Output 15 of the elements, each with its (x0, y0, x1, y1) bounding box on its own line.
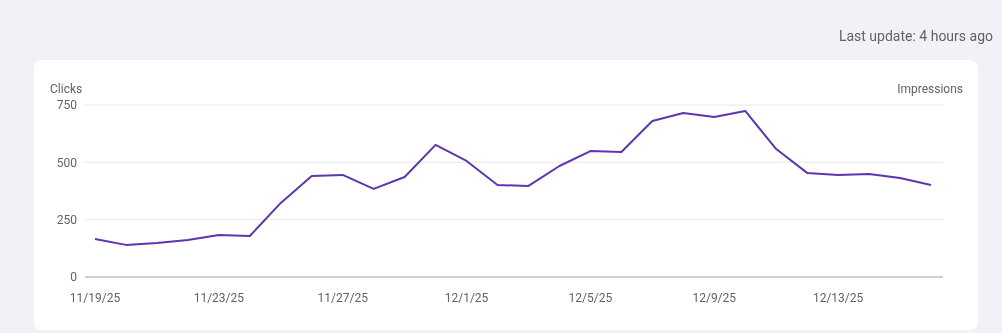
y-tick-label: 750 (56, 98, 78, 113)
y2-axis-title: Impressions (897, 82, 963, 96)
y-tick-label: 0 (70, 270, 78, 285)
text: Last update: 4 hours ago (838, 28, 993, 44)
x-tick-label: 11/23/25 (193, 291, 245, 305)
x-tick-label: 12/5/25 (568, 291, 613, 305)
y-axis-title: Clicks (50, 82, 83, 96)
x-tick-label: 12/9/25 (692, 291, 737, 305)
line-series (94, 109, 932, 246)
x-tick-label: 12/1/25 (444, 291, 489, 305)
y-tick-label: 500 (56, 155, 78, 170)
x-tick-label: 12/13/25 (812, 291, 864, 305)
x-tick-label: 11/19/25 (69, 291, 121, 305)
x-tick-label: 11/27/25 (317, 291, 369, 305)
y-tick-label: 250 (56, 212, 78, 227)
